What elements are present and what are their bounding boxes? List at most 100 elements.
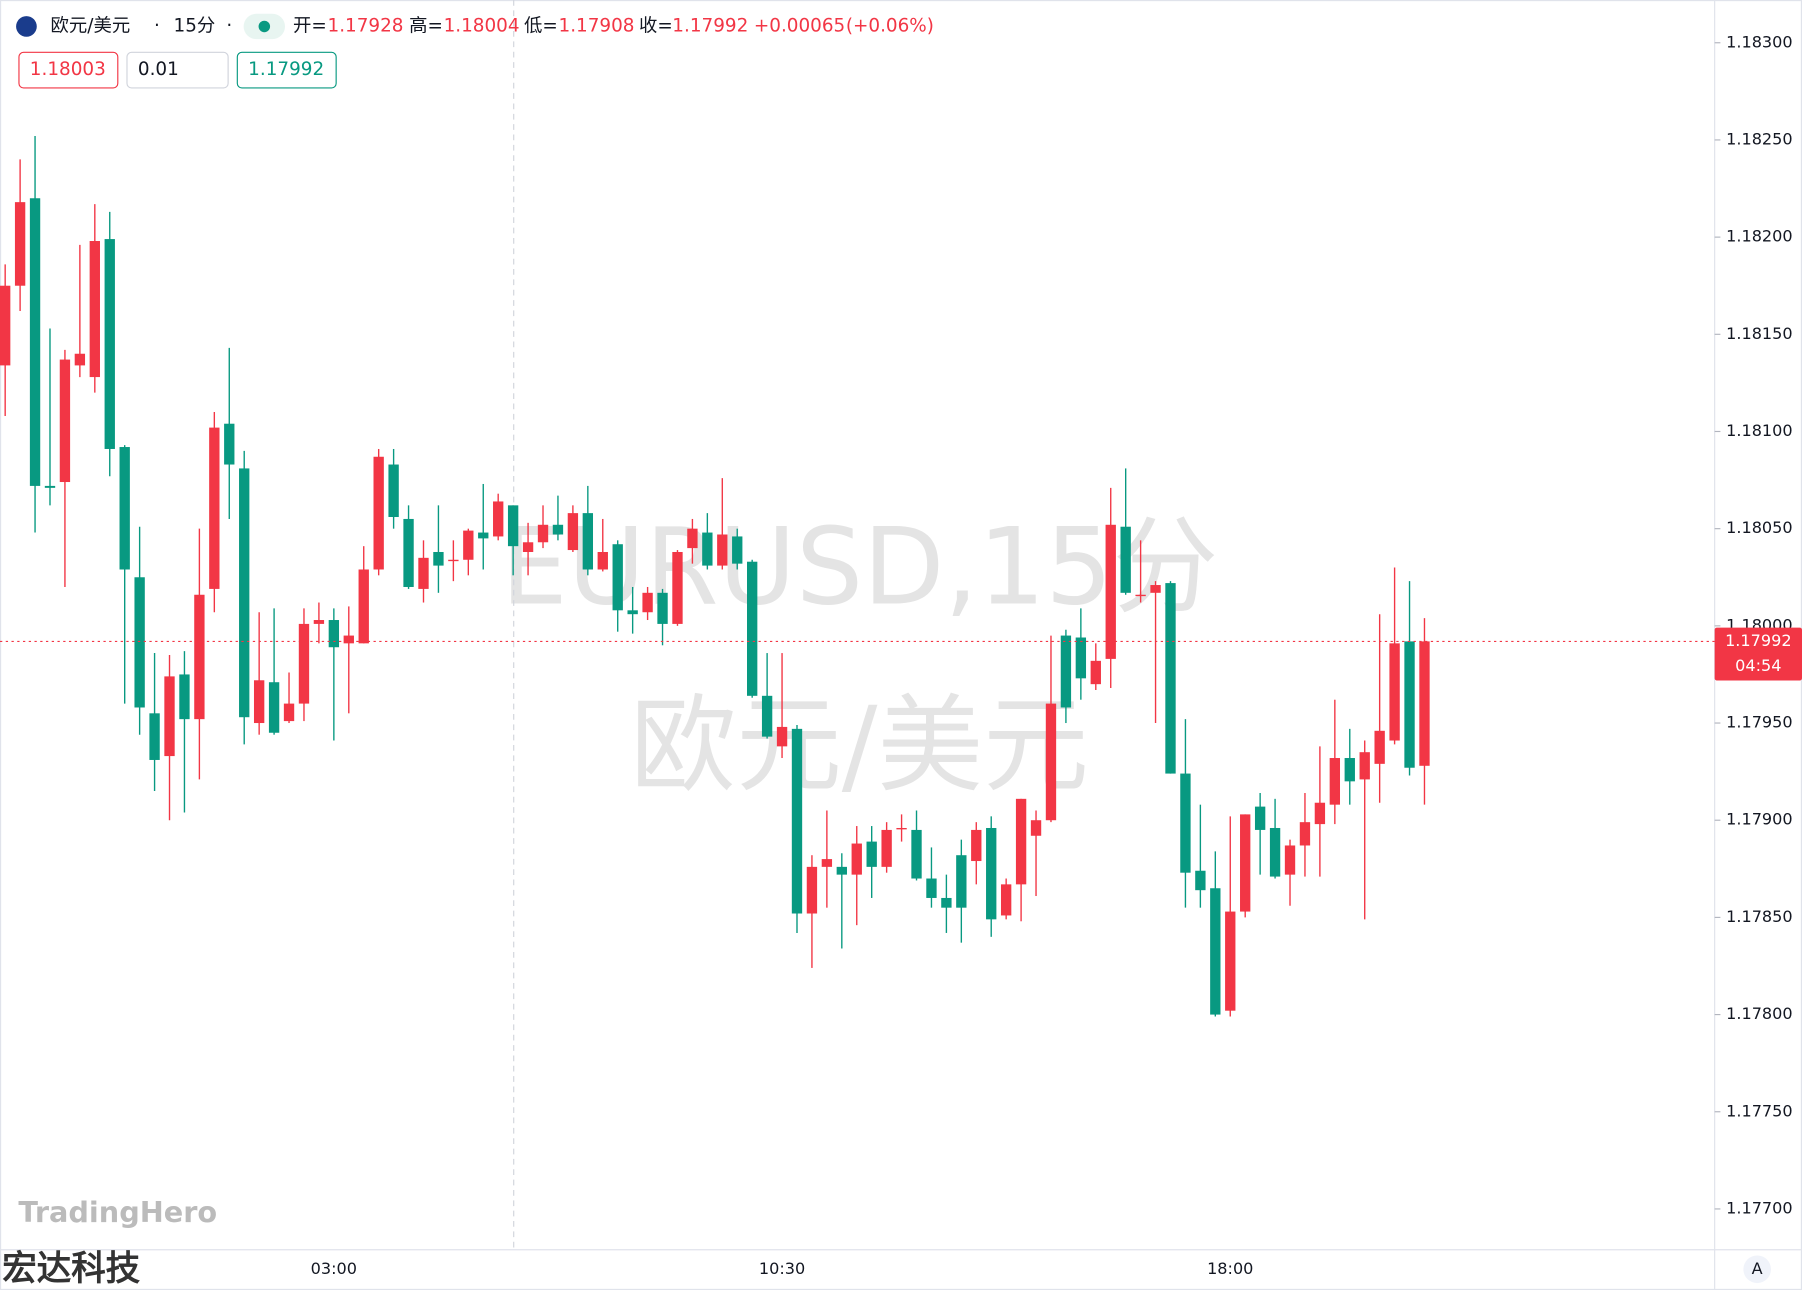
candle-body: [1165, 583, 1176, 774]
candle-body: [896, 827, 907, 830]
candle-body: [1314, 802, 1326, 825]
candle-body: [239, 468, 250, 718]
status-dot: [258, 20, 271, 33]
candle-body: [776, 726, 788, 747]
candle-body: [298, 623, 310, 704]
candle-body: [507, 505, 519, 547]
y-tick-label: 1.17900: [1726, 810, 1792, 829]
candle-body: [1329, 758, 1341, 805]
y-tick-label: 1.17750: [1726, 1101, 1792, 1120]
candle-body: [253, 680, 265, 724]
high-value: 1.18004: [444, 15, 520, 36]
candle-body: [657, 592, 668, 624]
candle-body: [283, 703, 295, 722]
candle-body: [1374, 730, 1385, 764]
candle-body: [1030, 820, 1042, 836]
candle-body: [926, 878, 937, 898]
candle-body: [493, 501, 504, 537]
quantity: 0.01: [138, 59, 179, 80]
separator: ·: [154, 15, 160, 36]
candle-body: [1045, 703, 1057, 821]
close-label: 收=: [639, 15, 673, 36]
candle-body: [1195, 870, 1206, 891]
y-tick-label: 1.17850: [1726, 907, 1792, 926]
y-tick-label: 1.17800: [1726, 1004, 1792, 1023]
buy-price: 1.17992: [248, 59, 324, 80]
y-tick-label: 1.18200: [1726, 227, 1792, 246]
x-tick-label: 03:00: [311, 1259, 357, 1278]
candle-body: [478, 532, 489, 539]
candle-body: [956, 855, 967, 908]
candle-body: [149, 713, 160, 760]
candle-body: [791, 728, 803, 914]
candle-body: [104, 239, 115, 449]
candle-body: [358, 569, 369, 644]
symbol: 欧元/美元: [51, 15, 131, 36]
candle-body: [1404, 641, 1415, 768]
candle-body: [194, 594, 205, 720]
last-price-box: [1714, 627, 1802, 681]
sell-button[interactable]: [18, 51, 119, 89]
buy-button[interactable]: [236, 51, 337, 89]
y-tick-label: 1.18150: [1726, 324, 1792, 343]
candle-body: [343, 635, 354, 644]
candle-body: [642, 592, 653, 613]
interval: 15分: [174, 15, 216, 36]
low-value: 1.17908: [559, 15, 635, 36]
candle-body: [313, 620, 325, 624]
countdown: 04:54: [1735, 656, 1781, 675]
y-tick-label: 1.18050: [1726, 518, 1792, 537]
candle-body: [388, 464, 399, 518]
candle-body: [74, 353, 86, 366]
candle-body: [0, 285, 11, 366]
candle-body: [612, 544, 623, 611]
candles: [0, 136, 1430, 1017]
scale-button-label: A: [1752, 1259, 1763, 1278]
candle-body: [567, 513, 579, 551]
candle-body: [44, 485, 56, 488]
x-tick-label: 18:00: [1207, 1259, 1253, 1278]
candle-body: [866, 841, 877, 867]
candle-body: [552, 524, 564, 535]
candle-body: [1090, 660, 1101, 685]
candle-body: [14, 202, 26, 286]
watermark-name: 欧元/美元: [630, 684, 1089, 807]
candle-body: [418, 557, 429, 589]
candle-body: [941, 897, 952, 908]
candle-body: [687, 528, 698, 549]
candle-body: [522, 542, 534, 552]
candle-body: [1284, 845, 1296, 875]
candle-body: [164, 676, 175, 757]
candle-body: [732, 536, 743, 564]
candle-body: [1105, 524, 1116, 659]
candle-body: [806, 866, 818, 914]
candle-body: [209, 427, 220, 589]
symbol-icon: [16, 16, 37, 37]
quantity-input[interactable]: [126, 51, 229, 89]
candle-body: [971, 829, 982, 862]
change-pct: (+0.06%): [846, 15, 934, 36]
candle-body: [1389, 643, 1400, 741]
candle-body: [1210, 888, 1221, 1015]
candle-body: [1000, 884, 1012, 916]
candle-body: [268, 682, 280, 733]
open-value: 1.17928: [328, 15, 404, 36]
candle-body: [224, 423, 235, 465]
candle-body: [373, 456, 384, 570]
scale-button[interactable]: [1743, 1255, 1771, 1284]
candle-body: [1015, 798, 1027, 885]
candle-body: [119, 447, 130, 570]
separator: ·: [226, 15, 232, 36]
x-tick-label: 10:30: [759, 1259, 805, 1278]
candle-body: [59, 359, 71, 483]
candle-body: [179, 674, 190, 720]
y-tick-label: 1.17700: [1726, 1198, 1792, 1217]
candle-body: [1225, 911, 1236, 1011]
candle-body: [761, 695, 773, 737]
candle-body: [911, 829, 922, 879]
candle-body: [1344, 758, 1355, 782]
candle-body: [1075, 637, 1087, 679]
candle-body: [597, 551, 608, 570]
low-label: 低=: [524, 15, 558, 36]
